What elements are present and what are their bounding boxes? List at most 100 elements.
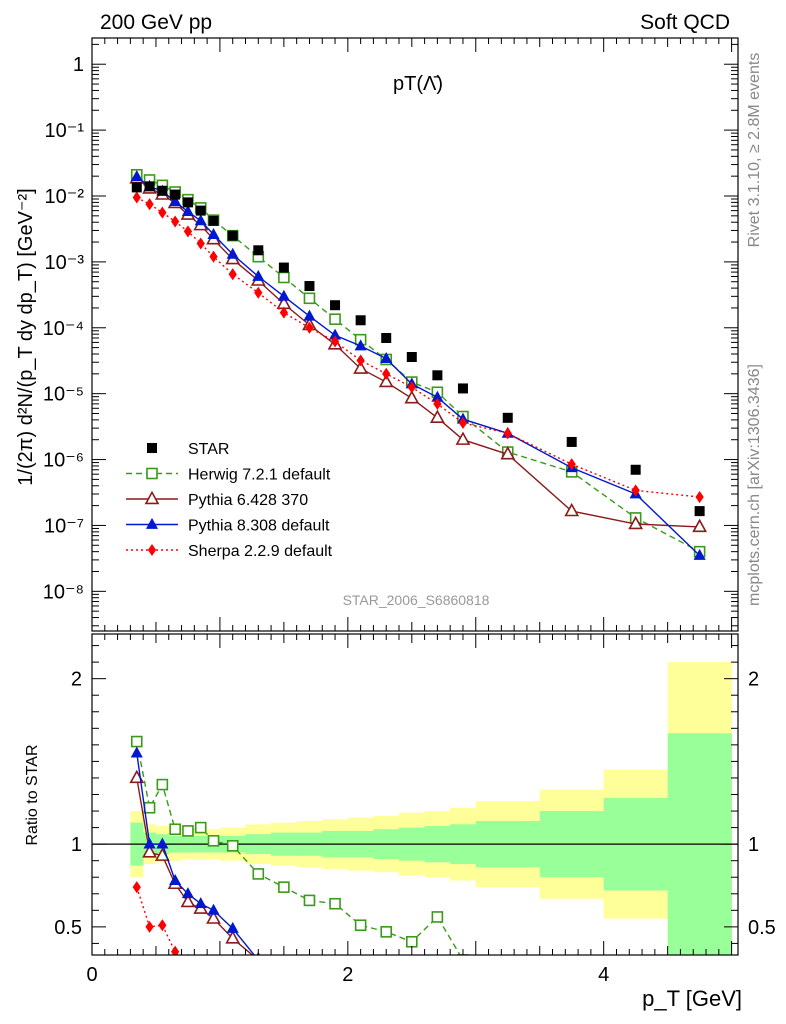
ratio-plot-axes: 0.5 0.5 1 1 2 2 0 2 4 — [54, 633, 776, 986]
series-star — [131, 181, 705, 517]
series-sherpa-2-2-9-default — [132, 191, 704, 504]
data-point — [253, 245, 264, 256]
main-y-axis-label: 1/(2π) d²N/(p_T dy dp_T) [GeV⁻²] — [15, 188, 37, 485]
ratio-y-tick-label: 0.5 — [54, 917, 82, 939]
data-point — [432, 370, 443, 381]
data-point — [227, 230, 238, 241]
x-tick-label: 4 — [598, 964, 609, 986]
data-point — [356, 354, 365, 367]
legend-marker — [147, 443, 157, 453]
data-point — [303, 292, 316, 305]
ratio-point — [156, 837, 169, 849]
data-point — [404, 390, 420, 404]
ratio-point — [354, 919, 367, 932]
data-point — [630, 464, 641, 475]
header-right: Soft QCD — [640, 11, 730, 34]
ratio-y-tick-label: 2 — [71, 669, 82, 691]
ratio-point — [380, 926, 393, 938]
y-tick-label: 10⁻⁴ — [43, 318, 84, 340]
side-label-bottom: mcplots.cern.ch [arXiv:1306.3436] — [746, 364, 763, 606]
data-point — [353, 360, 369, 374]
data-point — [209, 250, 218, 263]
data-point — [303, 309, 316, 321]
ratio-series-sherpa-2-2-9-default — [132, 881, 189, 955]
series-line — [136, 196, 700, 498]
data-point — [278, 271, 290, 284]
ratio-point — [180, 893, 196, 908]
main-plot-background — [92, 38, 738, 631]
ratio-point — [303, 894, 316, 907]
data-point — [631, 484, 640, 497]
data-point — [145, 198, 154, 211]
ratio-point — [207, 835, 220, 847]
data-point — [502, 412, 513, 423]
data-point — [407, 381, 416, 394]
ratio-point — [431, 911, 444, 923]
main-plot-axes: 10⁻⁸ 10⁻⁷ 10⁻⁶ 10⁻⁵ 10⁻⁴ 10⁻³ 10⁻² 10⁻¹ 1 — [43, 37, 739, 632]
data-point — [458, 416, 468, 429]
data-point — [279, 306, 289, 319]
legend-label: Herwig 7.2.1 default — [188, 467, 331, 484]
ratio-point — [143, 837, 156, 849]
ratio-point — [171, 945, 180, 955]
data-point — [693, 548, 706, 560]
legend-marker — [146, 467, 158, 480]
legend-label: Sherpa 2.2.9 default — [188, 543, 333, 560]
ratio-point — [194, 821, 207, 834]
ratio-point — [206, 910, 221, 924]
legend: STAR Herwig 7.2.1 default Pythia 6.428 370… — [126, 441, 333, 560]
ratio-point — [457, 954, 469, 955]
ratio-y-axis-label: Ratio to STAR — [24, 744, 41, 845]
data-point — [252, 269, 265, 281]
data-point — [208, 215, 219, 226]
data-point — [170, 189, 181, 200]
data-point — [431, 390, 444, 402]
data-point — [131, 182, 142, 193]
data-point — [381, 332, 392, 343]
legend-label: STAR — [188, 441, 229, 458]
data-point — [330, 300, 341, 311]
x-tick-label: 0 — [86, 964, 97, 986]
x-tick-label: 2 — [342, 964, 353, 986]
ratio-point — [207, 903, 220, 915]
legend-entry: Pythia 6.428 370 — [126, 490, 308, 509]
data-point — [158, 206, 167, 219]
y-tick-label: 10⁻⁸ — [43, 581, 84, 603]
ratio-point — [156, 778, 169, 791]
data-point — [406, 352, 417, 363]
ratio-y-tick-label-right: 2 — [748, 669, 759, 691]
y-tick-label: 1 — [73, 54, 84, 76]
ratio-y-tick-label-right: 0.5 — [748, 917, 776, 939]
side-label-top: Rivet 3.1.10, ≥ 2.8M events — [746, 53, 763, 248]
data-point — [567, 458, 576, 471]
ratio-point — [169, 823, 181, 836]
data-point — [695, 490, 704, 504]
data-point — [182, 197, 193, 208]
ratio-point — [169, 873, 182, 885]
legend-marker — [145, 517, 159, 529]
ratio-point — [181, 887, 194, 899]
data-point — [169, 195, 182, 207]
data-point — [457, 383, 468, 394]
ratio-point — [329, 897, 341, 910]
data-point — [354, 339, 367, 351]
data-point — [132, 191, 141, 204]
data-point — [328, 328, 342, 340]
y-tick-label: 10⁻⁶ — [43, 450, 84, 472]
data-point — [194, 214, 207, 226]
y-tick-label: 10⁻¹ — [45, 120, 85, 142]
ratio-point — [252, 868, 265, 880]
data-point — [433, 397, 442, 410]
ratio-y-tick-label-right: 1 — [748, 834, 759, 856]
ratio-point — [278, 881, 290, 893]
data-point — [355, 315, 366, 326]
legend-entry: STAR — [147, 441, 229, 458]
ratio-point — [132, 881, 141, 894]
header-left: 200 GeV pp — [100, 11, 212, 34]
ratio-point — [145, 920, 154, 933]
data-point — [380, 352, 393, 364]
ratio-plot-area — [92, 634, 738, 955]
legend-label: Pythia 6.428 370 — [188, 492, 308, 509]
data-point — [171, 215, 180, 228]
